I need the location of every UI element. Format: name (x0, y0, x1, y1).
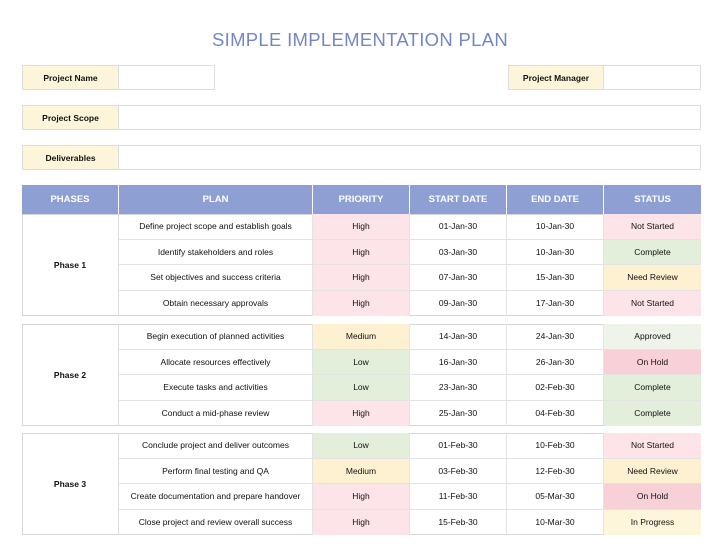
deliverables-label: Deliverables (22, 145, 119, 170)
start-date: 07-Jan-30 (410, 265, 507, 291)
column-header: STATUS (604, 185, 701, 214)
plan: Set objectives and success criteria (119, 265, 313, 291)
end-date: 15-Jan-30 (507, 265, 604, 291)
plan: Begin execution of planned activities (119, 324, 313, 350)
status: Not Started (604, 433, 701, 459)
plan: Allocate resources effectively (119, 349, 313, 375)
column-header: PRIORITY (313, 185, 410, 214)
end-date: 10-Jan-30 (507, 239, 604, 265)
priority: Medium (313, 324, 410, 350)
status: Not Started (604, 214, 701, 240)
end-date: 04-Feb-30 (507, 400, 604, 426)
end-date: 05-Mar-30 (507, 484, 604, 510)
plan: Conclude project and deliver outcomes (119, 433, 313, 459)
plan: Define project scope and establish goals (119, 214, 313, 240)
plan: Execute tasks and activities (119, 375, 313, 401)
priority: Low (313, 433, 410, 459)
end-date: 17-Jan-30 (507, 290, 604, 316)
start-date: 25-Jan-30 (410, 400, 507, 426)
project-scope-value (119, 105, 701, 130)
project-manager-value (604, 65, 701, 90)
start-date: 01-Jan-30 (410, 214, 507, 240)
project-name-label: Project Name (22, 65, 119, 90)
start-date: 03-Feb-30 (410, 458, 507, 484)
status: Need Review (604, 265, 701, 291)
status: On Hold (604, 484, 701, 510)
priority: High (313, 214, 410, 240)
project-name-value (119, 65, 215, 90)
end-date: 10-Feb-30 (507, 433, 604, 459)
priority: Low (313, 375, 410, 401)
status: On Hold (604, 349, 701, 375)
status: Complete (604, 375, 701, 401)
priority: High (313, 400, 410, 426)
end-date: 02-Feb-30 (507, 375, 604, 401)
status: Complete (604, 239, 701, 265)
start-date: 16-Jan-30 (410, 349, 507, 375)
project-scope-label: Project Scope (22, 105, 119, 130)
start-date: 15-Feb-30 (410, 509, 507, 535)
plan: Close project and review overall success (119, 509, 313, 535)
end-date: 10-Jan-30 (507, 214, 604, 240)
column-header: PHASES (22, 185, 119, 214)
start-date: 14-Jan-30 (410, 324, 507, 350)
start-date: 23-Jan-30 (410, 375, 507, 401)
status: In Progress (604, 509, 701, 535)
plan: Obtain necessary approvals (119, 290, 313, 316)
start-date: 09-Jan-30 (410, 290, 507, 316)
status: Complete (604, 400, 701, 426)
status: Not Started (604, 290, 701, 316)
status: Approved (604, 324, 701, 350)
phase-name: Phase 1 (22, 214, 119, 316)
end-date: 24-Jan-30 (507, 324, 604, 350)
project-manager-label: Project Manager (508, 65, 604, 90)
title: SIMPLE IMPLEMENTATION PLAN (212, 29, 508, 50)
start-date: 01-Feb-30 (410, 433, 507, 459)
plan: Create documentation and prepare handove… (119, 484, 313, 510)
deliverables-value (119, 145, 701, 170)
status: Need Review (604, 458, 701, 484)
phase-name: Phase 2 (22, 324, 119, 426)
priority: Low (313, 349, 410, 375)
start-date: 03-Jan-30 (410, 239, 507, 265)
column-header: END DATE (507, 185, 604, 214)
priority: High (313, 509, 410, 535)
plan: Conduct a mid-phase review (119, 400, 313, 426)
column-header: PLAN (119, 185, 313, 214)
priority: High (313, 484, 410, 510)
phase-name: Phase 3 (22, 433, 119, 535)
plan: Identify stakeholders and roles (119, 239, 313, 265)
start-date: 11-Feb-30 (410, 484, 507, 510)
end-date: 10-Mar-30 (507, 509, 604, 535)
column-header: START DATE (410, 185, 507, 214)
priority: High (313, 265, 410, 291)
priority: High (313, 239, 410, 265)
end-date: 26-Jan-30 (507, 349, 604, 375)
priority: Medium (313, 458, 410, 484)
priority: High (313, 290, 410, 316)
end-date: 12-Feb-30 (507, 458, 604, 484)
plan: Perform final testing and QA (119, 458, 313, 484)
